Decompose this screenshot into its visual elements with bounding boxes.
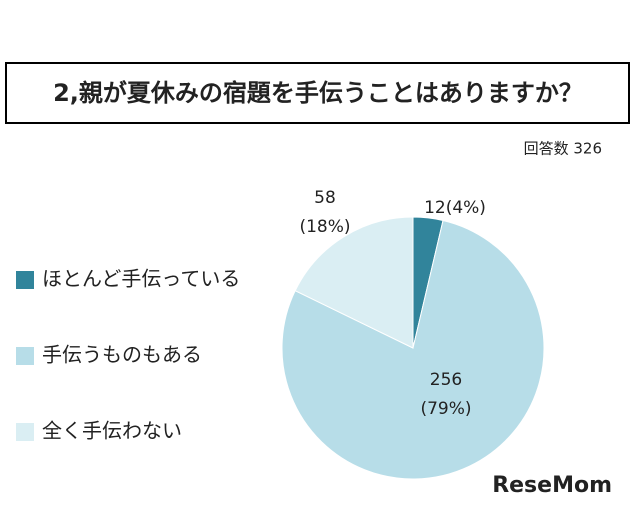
- legend-label: 手伝うものもある: [42, 343, 202, 367]
- value-label: 58: [314, 188, 336, 208]
- legend-swatch: [16, 423, 34, 441]
- value-label: (18%): [299, 217, 350, 237]
- value-label: (79%): [420, 399, 471, 419]
- legend-swatch: [16, 271, 34, 289]
- value-label: 256: [430, 370, 462, 390]
- value-label: 12(4%): [424, 198, 486, 218]
- pie-slice: [294, 216, 414, 349]
- watermark: ReseMom: [492, 473, 612, 498]
- chart-subtitle: 回答数 326: [524, 140, 602, 158]
- pie-slice: [281, 219, 545, 480]
- legend-label: 全く手伝わない: [42, 419, 182, 443]
- legend-swatch: [16, 347, 34, 365]
- chart-title: 2,親が夏休みの宿題を手伝うことはありますか？: [53, 79, 583, 107]
- legend-label: ほとんど手伝っている: [42, 267, 240, 291]
- title-box: [5, 62, 630, 124]
